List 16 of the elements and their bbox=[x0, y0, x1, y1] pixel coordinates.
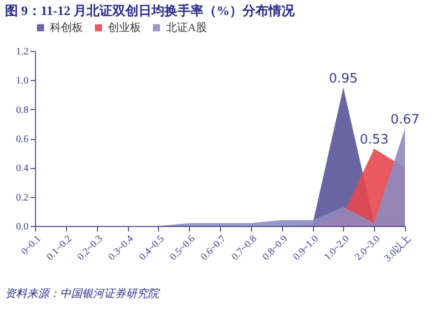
legend-label: 创业板 bbox=[108, 20, 141, 34]
legend-label: 北证A股 bbox=[166, 20, 207, 34]
y-tick-label: 0.8 bbox=[16, 104, 28, 116]
data-label: 0.95 bbox=[328, 71, 358, 86]
y-tick-label: 1.0 bbox=[16, 76, 28, 87]
data-label: 0.53 bbox=[360, 132, 389, 148]
x-tick-label: 3.0以上 bbox=[382, 232, 414, 264]
y-tick-label: 0.2 bbox=[16, 192, 28, 204]
y-tick-label: 0.0 bbox=[16, 222, 28, 232]
y-tick-label: 0.6 bbox=[16, 134, 28, 145]
y-tick-label: 0.4 bbox=[16, 163, 28, 174]
y-tick-label: 1.2 bbox=[16, 46, 28, 58]
legend-label: 科创板 bbox=[50, 22, 83, 34]
data-label: 0.67 bbox=[390, 112, 420, 128]
text: 资料来源：中国银河证券研究院 bbox=[5, 287, 161, 300]
chart-title: 图 9：11-12 月北证双创日均换手率（%）分布情况 bbox=[5, 3, 296, 18]
